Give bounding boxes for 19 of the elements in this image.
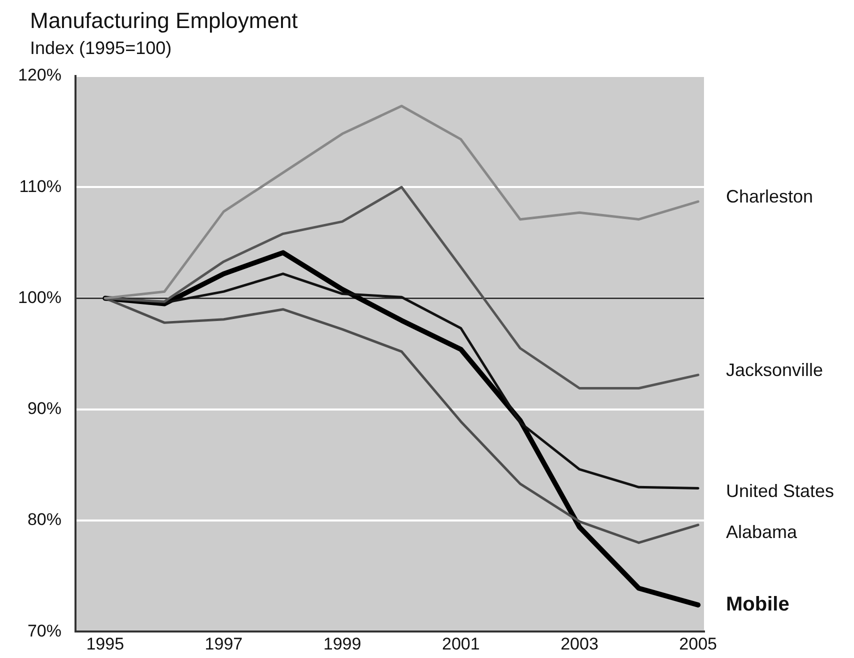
y-tick-label: 70% xyxy=(27,621,62,640)
series-label: Mobile xyxy=(726,593,790,616)
series-label: United States xyxy=(726,481,834,502)
chart-subtitle: Index (1995=100) xyxy=(30,38,172,59)
y-tick-label: 100% xyxy=(18,288,62,307)
x-tick-label: 1997 xyxy=(204,634,243,654)
series-label: Charleston xyxy=(726,186,814,207)
x-tick-label: 2001 xyxy=(442,634,480,654)
series-label: Jacksonville xyxy=(726,360,824,380)
y-tick-label: 80% xyxy=(27,510,62,530)
y-tick-label: 120% xyxy=(18,66,62,85)
y-tick-label: 110% xyxy=(19,176,62,196)
x-tick-label: 1999 xyxy=(323,634,362,654)
x-tick-label: 1995 xyxy=(86,634,124,654)
x-tick-label: 2003 xyxy=(560,634,598,654)
y-tick-label: 90% xyxy=(27,399,62,418)
x-tick-label: 2005 xyxy=(679,634,717,654)
chart-title: Manufacturing Employment xyxy=(30,8,298,34)
series-label: Alabama xyxy=(726,522,798,542)
